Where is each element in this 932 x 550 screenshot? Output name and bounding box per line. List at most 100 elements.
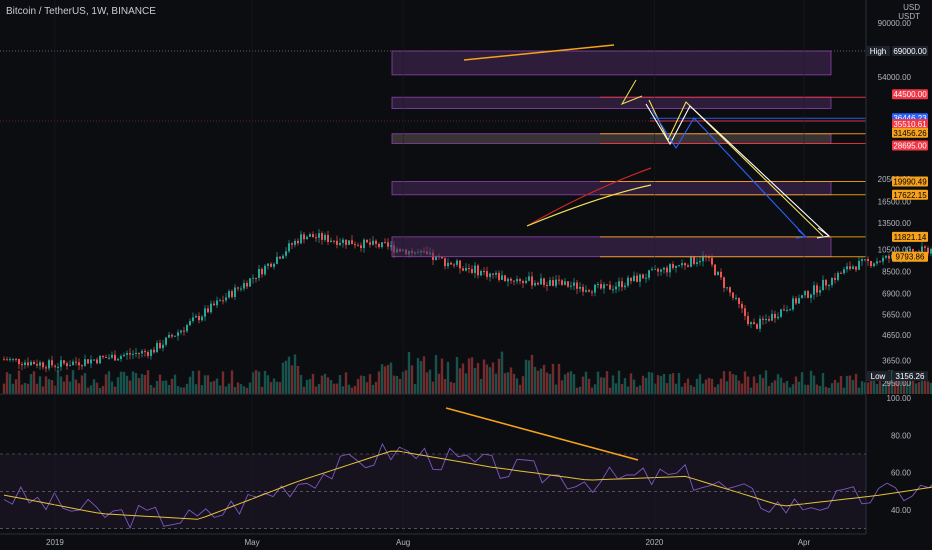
candle-body bbox=[12, 358, 14, 360]
candle-body bbox=[645, 277, 647, 279]
price-badge bbox=[892, 118, 928, 129]
volume-bar bbox=[749, 387, 753, 394]
volume-bar bbox=[113, 386, 117, 394]
candle-body bbox=[699, 261, 701, 263]
volume-bar bbox=[623, 378, 627, 394]
candle-body bbox=[174, 335, 176, 337]
candle-body bbox=[435, 255, 437, 261]
candle-body bbox=[531, 276, 533, 286]
candle-body bbox=[861, 259, 863, 262]
candle-body bbox=[492, 273, 494, 275]
volume-bar bbox=[65, 374, 69, 394]
ma-projection-red bbox=[526, 167, 652, 227]
volume-bar bbox=[35, 383, 39, 394]
candle-body bbox=[693, 256, 695, 264]
volume-bar bbox=[875, 383, 879, 394]
candle-body bbox=[480, 270, 482, 276]
volume-bar bbox=[347, 384, 351, 394]
volume-bar bbox=[377, 371, 381, 394]
volume-bar bbox=[470, 357, 474, 394]
candle-body bbox=[306, 236, 308, 240]
candle-body bbox=[783, 309, 785, 311]
volume-bar bbox=[413, 384, 417, 394]
volume-bar bbox=[725, 381, 729, 394]
candle-body bbox=[762, 318, 764, 320]
time-tick-label: Apr bbox=[798, 538, 811, 547]
volume-bar bbox=[449, 381, 453, 394]
volume-bar bbox=[554, 384, 558, 394]
candle-body bbox=[522, 281, 524, 283]
candle-body bbox=[270, 263, 272, 267]
volume-bar bbox=[119, 371, 123, 394]
volume-bar bbox=[95, 382, 99, 394]
candle-body bbox=[339, 242, 341, 245]
candle-body bbox=[66, 363, 68, 367]
volume-bar bbox=[662, 374, 666, 394]
candle-body bbox=[666, 267, 668, 273]
candle-body bbox=[573, 282, 575, 286]
price-badge bbox=[892, 176, 928, 187]
volume-bar bbox=[890, 370, 894, 394]
candle-body bbox=[909, 249, 911, 251]
volume-bar bbox=[899, 373, 903, 394]
candle-body bbox=[195, 316, 197, 318]
volume-bar bbox=[593, 384, 597, 394]
candle-body bbox=[621, 281, 623, 288]
volume-bar bbox=[887, 370, 891, 394]
candle-body bbox=[30, 361, 32, 366]
candle-body bbox=[249, 278, 251, 287]
candle-body bbox=[222, 300, 224, 302]
candle-body bbox=[153, 349, 155, 353]
price-tick-label: 54000.00 bbox=[878, 73, 912, 82]
volume-bar bbox=[137, 378, 141, 394]
candle-body bbox=[96, 359, 98, 364]
currency-line-usdt: USDT bbox=[898, 12, 920, 21]
time-tick-label: 2019 bbox=[46, 538, 64, 547]
candle-body bbox=[624, 285, 626, 288]
candle-body bbox=[510, 278, 512, 281]
volume-bar bbox=[680, 386, 684, 394]
volume-bar bbox=[224, 386, 228, 394]
zone-box bbox=[391, 236, 832, 258]
volume-bar bbox=[287, 356, 291, 394]
volume-bar bbox=[551, 363, 555, 394]
volume-bar bbox=[272, 378, 276, 394]
candle-body bbox=[567, 281, 569, 287]
volume-bar bbox=[371, 384, 375, 394]
candle-body bbox=[213, 303, 215, 306]
volume-bar bbox=[326, 377, 330, 394]
candle-body bbox=[390, 245, 392, 247]
price-pane bbox=[0, 50, 932, 394]
candle-body bbox=[198, 316, 200, 321]
volume-bar bbox=[158, 374, 162, 394]
volume-bar bbox=[767, 386, 771, 394]
candle-body bbox=[855, 266, 857, 270]
volume-bar bbox=[239, 384, 243, 394]
candle-body bbox=[810, 294, 812, 298]
candle-body bbox=[651, 269, 653, 271]
volume-bar bbox=[485, 364, 489, 394]
price-tick-label: 10500.00 bbox=[878, 245, 912, 254]
candle-body bbox=[867, 259, 869, 262]
price-tick-label: 5650.00 bbox=[882, 311, 911, 320]
candle-body bbox=[111, 354, 113, 358]
volume-bar bbox=[614, 383, 618, 394]
candle-body bbox=[342, 239, 344, 243]
candle-body bbox=[330, 240, 332, 242]
candle-body bbox=[912, 249, 914, 254]
volume-bar bbox=[467, 358, 471, 394]
price-badge-value: 44500.00 bbox=[893, 90, 927, 99]
volume-bar bbox=[533, 366, 537, 394]
candle-body bbox=[39, 362, 41, 366]
candle-body bbox=[747, 316, 749, 325]
volume-bar bbox=[329, 379, 333, 394]
volume-bar bbox=[350, 387, 354, 394]
candle-body bbox=[675, 265, 677, 268]
candle-body bbox=[669, 264, 671, 273]
volume-bar bbox=[866, 382, 870, 394]
volume-bar bbox=[14, 379, 18, 394]
volume-bar bbox=[929, 382, 932, 394]
candle-body bbox=[138, 352, 140, 354]
